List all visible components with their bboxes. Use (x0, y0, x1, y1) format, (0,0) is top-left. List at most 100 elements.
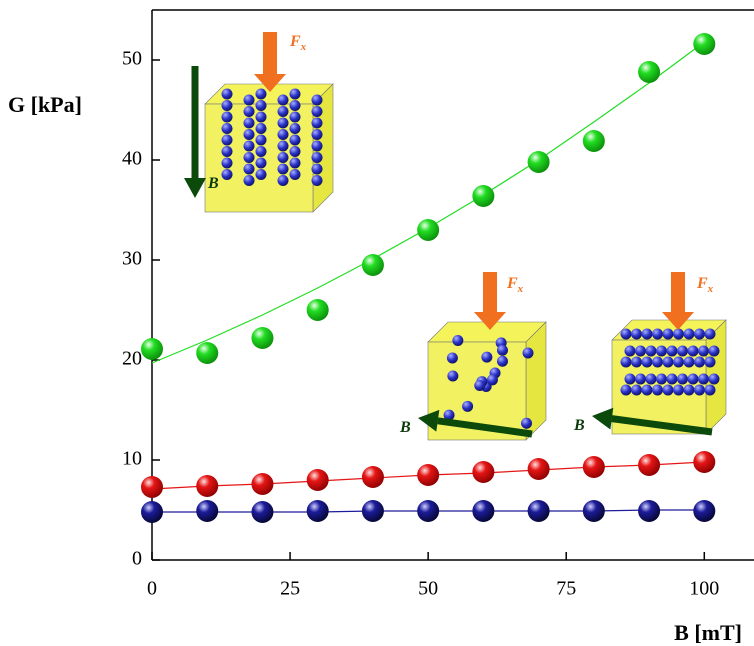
particle (277, 129, 289, 140)
inset-cube (611, 319, 727, 435)
particle (673, 384, 684, 396)
particle (694, 328, 705, 340)
data-point (361, 254, 384, 276)
x-tick-label: 25 (280, 578, 300, 600)
particle (255, 169, 267, 180)
data-point (196, 500, 219, 522)
data-point (638, 500, 661, 522)
particle (289, 157, 301, 169)
x-axis-label: B [mT] (674, 620, 742, 645)
data-point (527, 458, 550, 480)
particle (641, 328, 653, 340)
data-point (582, 456, 605, 478)
particle (662, 356, 674, 368)
particle (683, 384, 695, 396)
y-tick-label: 0 (132, 548, 142, 570)
y-tick-label: 50 (122, 48, 142, 70)
force-arrow (662, 312, 694, 330)
particle (243, 129, 255, 140)
particle (656, 373, 667, 385)
force-label-sub: x (517, 283, 524, 295)
data-point (472, 500, 495, 522)
particle (645, 373, 657, 385)
particle (635, 345, 646, 357)
data-point (141, 501, 163, 523)
particle (243, 106, 255, 117)
particle (704, 356, 716, 368)
particle (255, 123, 267, 134)
data-point (472, 461, 495, 483)
particle (255, 100, 267, 111)
data-point (638, 454, 661, 476)
particle (277, 140, 289, 152)
field-arrow (418, 409, 440, 432)
particle (221, 88, 233, 100)
particle (522, 347, 534, 359)
particle (652, 356, 663, 368)
particle (666, 345, 678, 357)
particle (447, 370, 459, 382)
x-tick-label: 100 (689, 578, 719, 600)
force-arrow (483, 272, 497, 314)
inset-cube (427, 321, 547, 441)
particle (683, 328, 695, 340)
particle (662, 384, 674, 396)
particle (311, 117, 323, 129)
particle (624, 345, 636, 357)
particle (620, 328, 632, 340)
particle (698, 345, 709, 357)
particle (311, 175, 323, 186)
force-label: Fx (506, 275, 524, 295)
particle (662, 328, 674, 340)
data-point (196, 475, 219, 497)
data-point (693, 33, 716, 55)
particle (221, 169, 233, 180)
particle (631, 328, 642, 340)
particle (277, 117, 289, 129)
particle (311, 129, 323, 140)
particle (289, 169, 301, 180)
y-axis-label: G [kPa] (8, 92, 82, 117)
x-tick-label: 75 (556, 578, 576, 600)
particle (311, 106, 323, 117)
particle (243, 175, 255, 186)
force-label: Fx (696, 275, 714, 295)
particle (704, 384, 716, 396)
data-point (196, 342, 219, 364)
data-point (472, 185, 495, 207)
particle (673, 328, 684, 340)
data-point (693, 500, 716, 522)
particle (645, 345, 657, 357)
particle (289, 111, 301, 123)
data-point (306, 299, 329, 321)
particle (687, 373, 699, 385)
particle (652, 328, 663, 340)
data-point (251, 473, 274, 495)
particle (221, 111, 233, 123)
data-point (141, 476, 163, 498)
particle (243, 140, 255, 152)
data-point (527, 151, 550, 173)
particle (635, 373, 646, 385)
y-tick-label: 10 (122, 448, 142, 470)
particle (289, 134, 301, 146)
data-point (306, 469, 329, 491)
particle (474, 380, 486, 392)
particle (221, 134, 233, 146)
inset-cube (204, 83, 334, 213)
particle (446, 352, 458, 364)
particle (481, 351, 493, 363)
particle (311, 94, 323, 106)
particle (311, 140, 323, 152)
force-arrow (263, 32, 277, 76)
particle (289, 146, 301, 157)
particle (683, 356, 695, 368)
data-point (417, 219, 440, 241)
particle (452, 335, 464, 347)
y-tick-label: 40 (122, 148, 142, 170)
particle (698, 373, 709, 385)
data-point (527, 500, 550, 522)
particle (311, 163, 323, 175)
data-point (361, 500, 384, 522)
particle (652, 384, 663, 396)
